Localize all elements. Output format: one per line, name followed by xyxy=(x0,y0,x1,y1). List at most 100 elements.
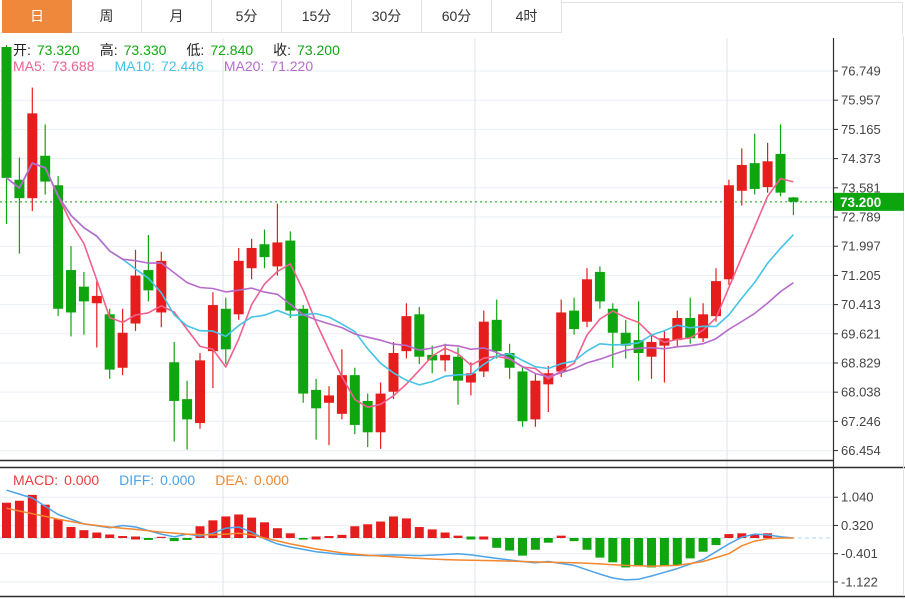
candle-body xyxy=(207,305,218,352)
axis-tick-label: 66.454 xyxy=(841,443,881,458)
candle-body xyxy=(646,341,657,357)
axis-tick-label: 1.040 xyxy=(841,490,874,505)
macd-bar xyxy=(2,502,11,538)
tab-week[interactable]: 周 xyxy=(72,0,142,33)
macd-bar xyxy=(169,538,179,542)
macd-bar xyxy=(608,538,618,563)
candle-body xyxy=(104,314,115,370)
macd-bar xyxy=(53,519,63,538)
candle-body xyxy=(569,310,580,330)
axis-tick-label: 0.320 xyxy=(841,518,874,533)
tab-5min[interactable]: 5分 xyxy=(212,0,282,33)
candle-body xyxy=(324,395,334,403)
tab-15min[interactable]: 15分 xyxy=(282,0,352,33)
macd-bar xyxy=(131,536,140,540)
candle-body xyxy=(311,389,322,409)
candle-body xyxy=(117,332,128,368)
macd-bar xyxy=(556,535,566,538)
candle-body xyxy=(620,332,631,346)
candle-body xyxy=(195,360,205,424)
current-price-tag-bg xyxy=(834,192,904,211)
candle-body xyxy=(285,240,296,311)
macd-bar xyxy=(221,516,231,538)
tab-month[interactable]: 月 xyxy=(142,0,212,33)
candle-body xyxy=(401,316,412,352)
candle-body xyxy=(440,354,451,361)
tab-day[interactable]: 日 xyxy=(2,0,72,33)
candle-body xyxy=(14,179,25,199)
macd-bar xyxy=(234,514,244,538)
axis-tick-label: -0.401 xyxy=(841,546,878,561)
macd-bar xyxy=(737,533,747,538)
candle-body xyxy=(517,371,528,422)
axis-tick-label: 72.789 xyxy=(841,210,881,225)
candle-body xyxy=(78,286,89,302)
macd-bar xyxy=(543,538,553,543)
candle-body xyxy=(27,113,38,199)
macd-bar xyxy=(530,538,540,550)
macd-bar xyxy=(582,538,592,550)
candle-body xyxy=(233,260,244,315)
macd-bar xyxy=(427,529,437,538)
current-price-tag-value: 73.200 xyxy=(840,195,881,210)
macd-bar xyxy=(337,534,347,538)
candle-body xyxy=(156,260,167,313)
tab-60min[interactable]: 60分 xyxy=(422,0,492,33)
candle-body xyxy=(298,308,309,394)
macd-bar xyxy=(363,524,373,538)
candle-body xyxy=(723,185,734,280)
axis-tick-label: 68.038 xyxy=(841,385,881,400)
macd-bar xyxy=(118,536,128,538)
axis-tick-label: 75.165 xyxy=(841,122,881,137)
macd-bar xyxy=(298,538,308,540)
candle-body xyxy=(259,244,270,258)
ma20-line xyxy=(6,162,794,378)
macd-bar xyxy=(685,538,695,559)
candle-body xyxy=(375,393,386,433)
axis-tick-label: 69.621 xyxy=(841,326,881,341)
tab-30min[interactable]: 30分 xyxy=(352,0,422,33)
candle-body xyxy=(478,321,489,372)
macd-bar xyxy=(92,532,102,538)
axis-tick-label: 71.205 xyxy=(841,268,881,283)
candle-body xyxy=(736,164,747,191)
axis-tick-label: 73.581 xyxy=(841,180,881,195)
current-price-tag: 73.200 xyxy=(834,192,904,211)
ma10-line xyxy=(6,162,794,386)
macd-bar xyxy=(401,518,411,538)
macd-bar xyxy=(750,534,760,538)
candle-body xyxy=(530,380,541,420)
macd-bar xyxy=(659,538,669,567)
macd-bar xyxy=(414,527,424,538)
macd-bar xyxy=(698,538,708,552)
diff-line xyxy=(6,489,794,581)
macd-bar xyxy=(14,500,24,538)
macd-bar xyxy=(479,536,489,540)
macd-bar xyxy=(182,538,192,540)
macd-bar xyxy=(389,516,398,538)
macd-bar xyxy=(440,532,450,538)
macd-bar xyxy=(260,522,269,538)
candle-body xyxy=(749,163,760,189)
candle-body xyxy=(711,281,721,317)
candle-body xyxy=(491,319,502,352)
macd-bar xyxy=(453,535,463,538)
macd-bar xyxy=(634,538,644,567)
axis-tick-label: -1.122 xyxy=(841,574,878,589)
axis-tick-label: 76.749 xyxy=(841,64,881,79)
macd-bar xyxy=(79,530,89,538)
macd-bar xyxy=(208,520,218,538)
macd-bar xyxy=(247,517,257,538)
candle-body xyxy=(91,295,102,304)
candle-body xyxy=(143,270,154,291)
tab-4hour[interactable]: 4时 xyxy=(492,0,562,33)
candle-body xyxy=(607,308,618,333)
macd-bar xyxy=(324,536,334,538)
candle-body xyxy=(362,400,373,433)
candle-body xyxy=(504,353,515,368)
candle-body xyxy=(272,242,283,267)
axis-tick-label: 71.997 xyxy=(841,239,881,254)
